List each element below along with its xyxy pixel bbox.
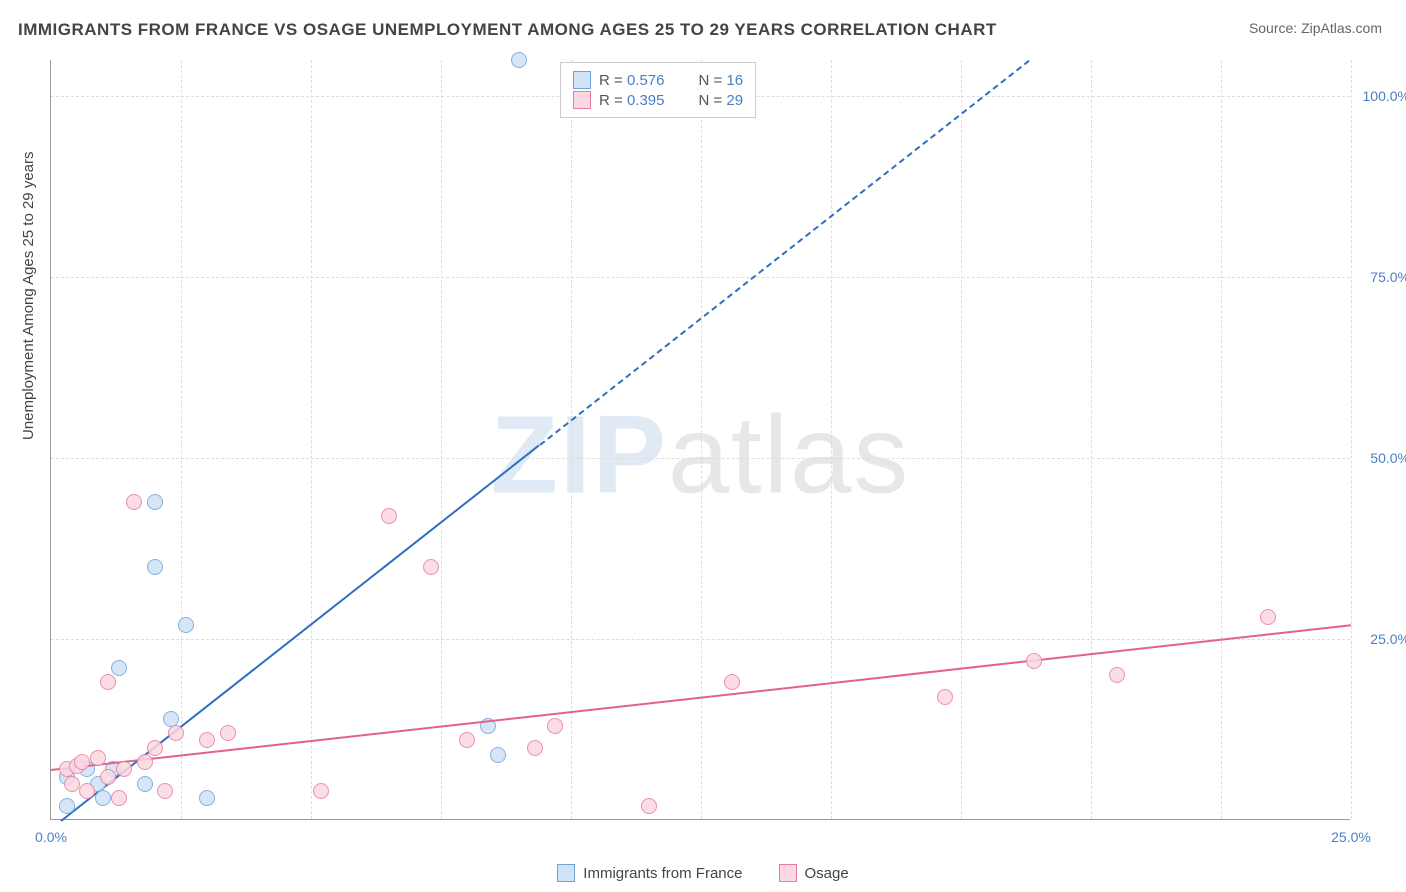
data-point <box>527 740 543 756</box>
gridline-v <box>311 60 312 819</box>
data-point <box>95 790 111 806</box>
gridline-v <box>701 60 702 819</box>
legend-n-label: N = 29 <box>698 92 743 109</box>
data-point <box>490 747 506 763</box>
data-point <box>126 494 142 510</box>
data-point <box>147 494 163 510</box>
data-point <box>147 559 163 575</box>
y-tick-label: 25.0% <box>1356 631 1406 647</box>
data-point <box>168 725 184 741</box>
legend-r-label: R = 0.395 <box>599 92 664 109</box>
data-point <box>511 52 527 68</box>
data-point <box>147 740 163 756</box>
gridline-v <box>831 60 832 819</box>
data-point <box>157 783 173 799</box>
data-point <box>459 732 475 748</box>
data-point <box>64 776 80 792</box>
data-point <box>1026 653 1042 669</box>
data-point <box>111 660 127 676</box>
legend-swatch <box>573 91 591 109</box>
gridline-v <box>1351 60 1352 819</box>
gridline-v <box>1091 60 1092 819</box>
gridline-v <box>961 60 962 819</box>
data-point <box>178 617 194 633</box>
scatter-plot-area: ZIPatlas 25.0%50.0%75.0%100.0%0.0%25.0% <box>50 60 1350 820</box>
gridline-v <box>1221 60 1222 819</box>
data-point <box>641 798 657 814</box>
chart-title: IMMIGRANTS FROM FRANCE VS OSAGE UNEMPLOY… <box>18 20 997 40</box>
data-point <box>937 689 953 705</box>
x-tick-label: 0.0% <box>35 829 67 845</box>
data-point <box>381 508 397 524</box>
source-label: Source: ZipAtlas.com <box>1249 20 1382 36</box>
data-point <box>79 783 95 799</box>
data-point <box>220 725 236 741</box>
legend-row: R = 0.576 N = 16 <box>573 71 743 89</box>
legend-swatch <box>779 864 797 882</box>
data-point <box>137 754 153 770</box>
data-point <box>724 674 740 690</box>
data-point <box>74 754 90 770</box>
data-point <box>199 790 215 806</box>
legend-item-label: Osage <box>805 865 849 882</box>
data-point <box>100 674 116 690</box>
legend-r-label: R = 0.576 <box>599 72 664 89</box>
legend-item: Immigrants from France <box>557 864 742 882</box>
legend-item: Osage <box>779 864 849 882</box>
data-point <box>137 776 153 792</box>
data-point <box>199 732 215 748</box>
legend-swatch <box>573 71 591 89</box>
series-legend: Immigrants from France Osage <box>0 864 1406 882</box>
gridline-v <box>571 60 572 819</box>
data-point <box>1260 609 1276 625</box>
data-point <box>90 750 106 766</box>
y-tick-label: 75.0% <box>1356 269 1406 285</box>
data-point <box>100 769 116 785</box>
trend-line <box>539 60 1029 446</box>
y-axis-label: Unemployment Among Ages 25 to 29 years <box>20 151 37 440</box>
data-point <box>313 783 329 799</box>
correlation-legend: R = 0.576 N = 16 R = 0.395 N = 29 <box>560 62 756 118</box>
watermark-atlas: atlas <box>668 393 910 516</box>
y-tick-label: 100.0% <box>1356 88 1406 104</box>
data-point <box>423 559 439 575</box>
legend-swatch <box>557 864 575 882</box>
data-point <box>1109 667 1125 683</box>
data-point <box>59 798 75 814</box>
legend-row: R = 0.395 N = 29 <box>573 91 743 109</box>
data-point <box>547 718 563 734</box>
data-point <box>116 761 132 777</box>
legend-n-label: N = 16 <box>698 72 743 89</box>
data-point <box>111 790 127 806</box>
x-tick-label: 25.0% <box>1331 829 1371 845</box>
gridline-v <box>181 60 182 819</box>
gridline-v <box>441 60 442 819</box>
y-tick-label: 50.0% <box>1356 450 1406 466</box>
legend-item-label: Immigrants from France <box>583 865 742 882</box>
